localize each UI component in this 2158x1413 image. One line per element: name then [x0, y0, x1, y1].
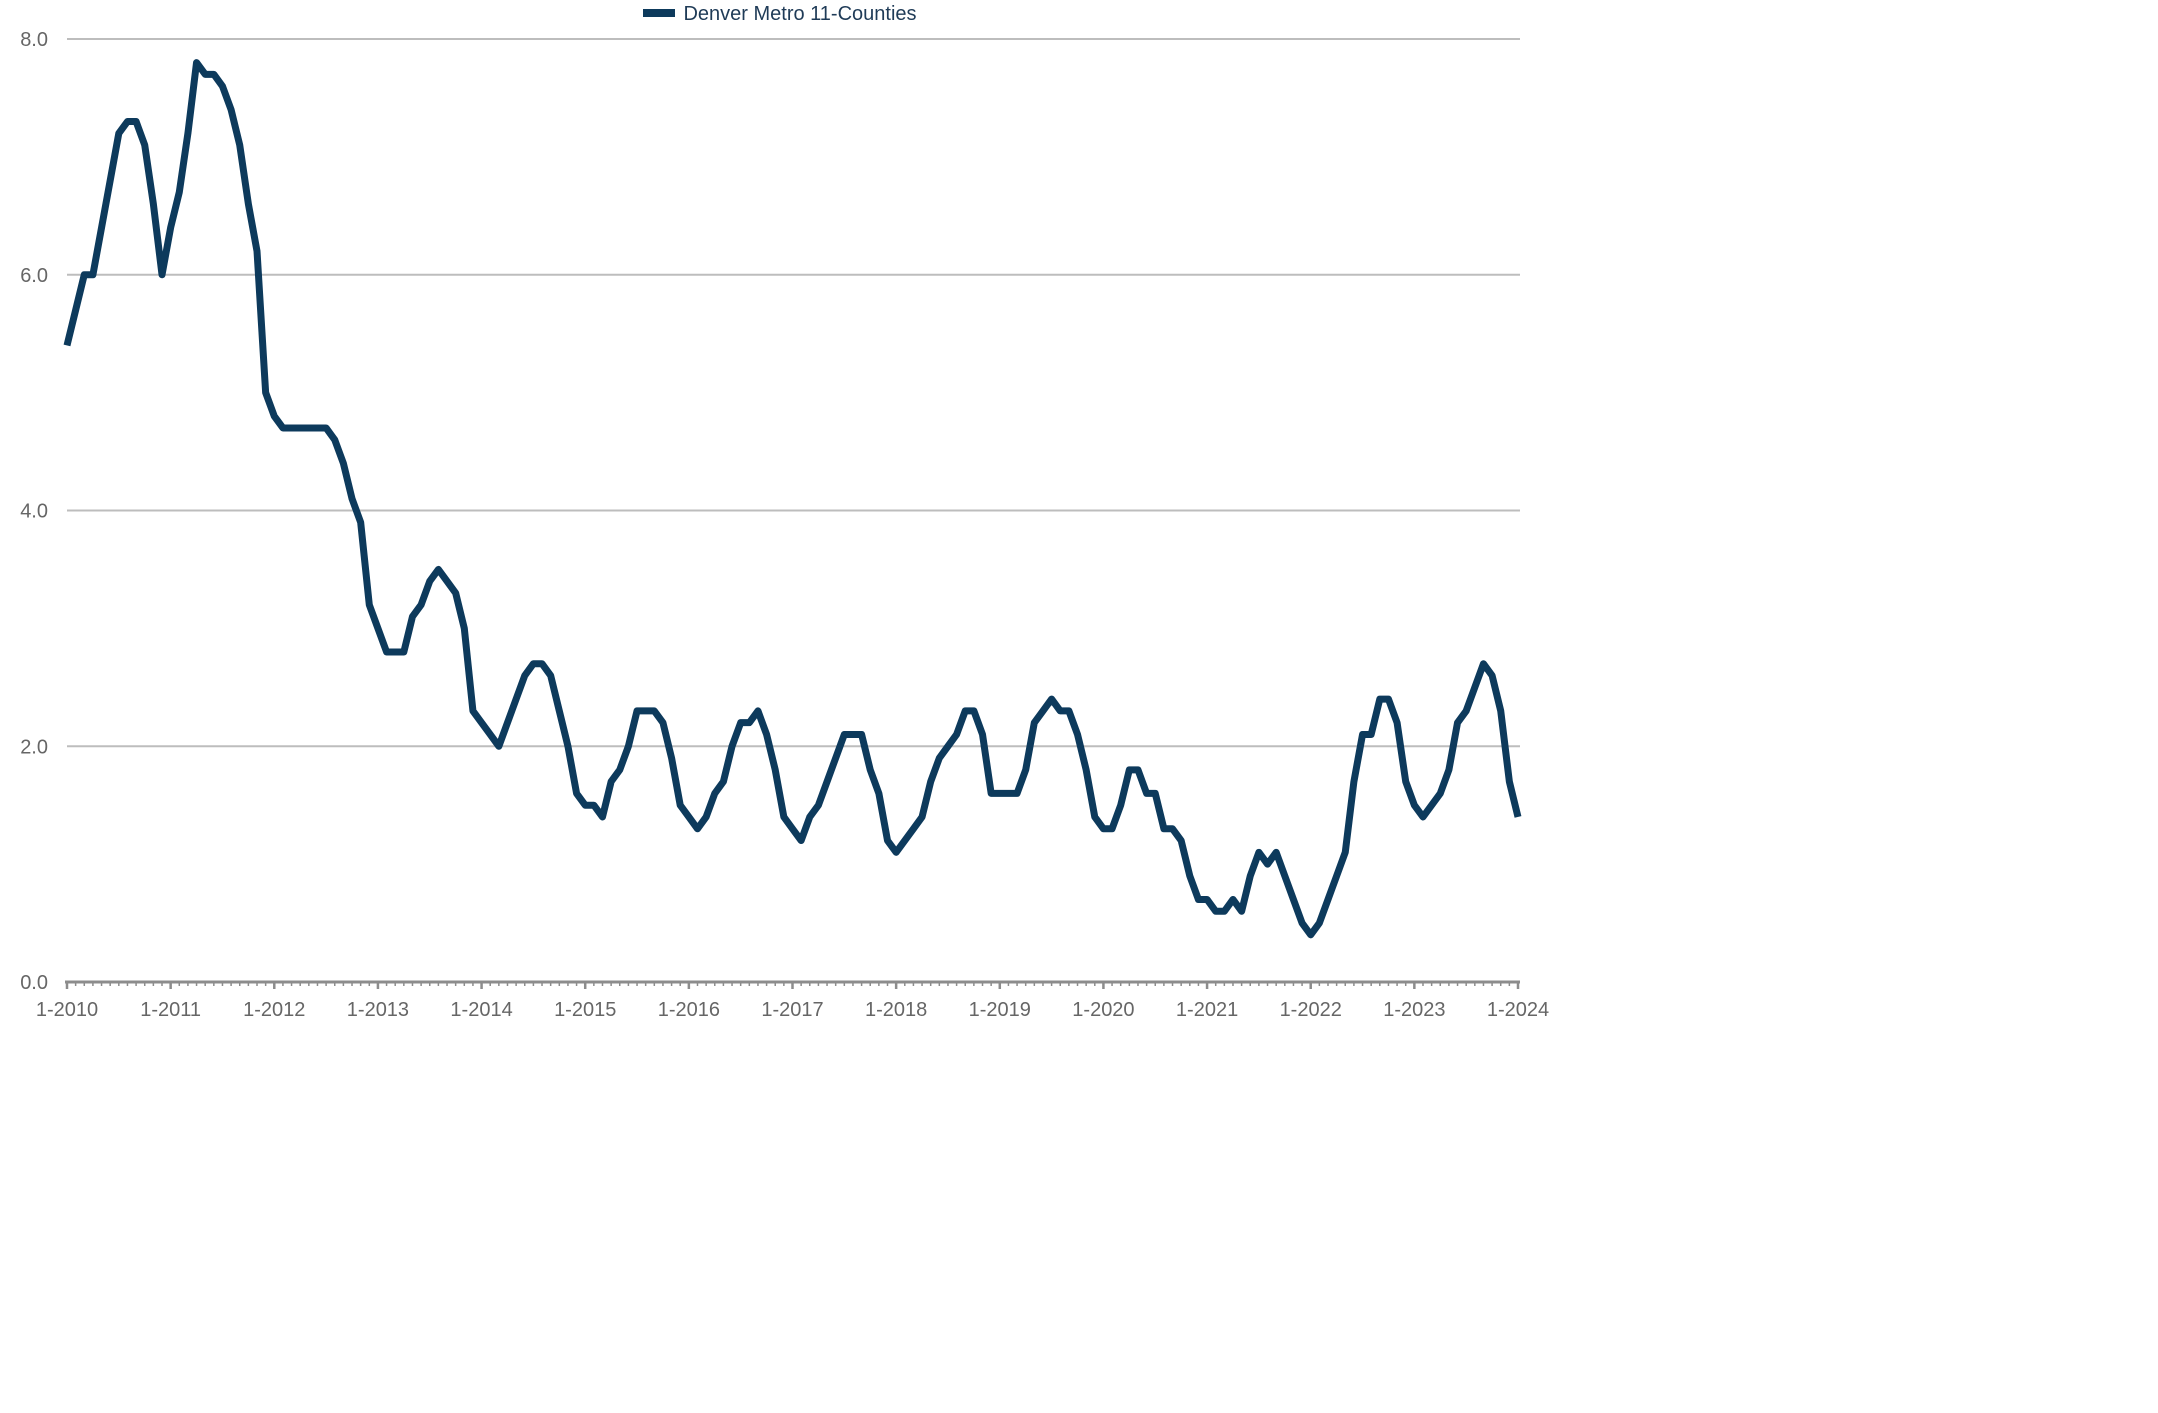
x-tick-label: 1-2022	[1280, 999, 1342, 1021]
x-tick-label: 1-2014	[450, 999, 512, 1021]
x-tick-label: 1-2023	[1383, 999, 1445, 1021]
y-tick-label: 6.0	[20, 265, 48, 287]
x-tick-label: 1-2021	[1176, 999, 1238, 1021]
x-tick-label: 1-2011	[140, 999, 201, 1021]
y-tick-label: 8.0	[20, 29, 48, 51]
x-tick-label: 1-2016	[658, 999, 720, 1021]
gridlines	[67, 38, 1520, 748]
x-tick-label: 1-2024	[1487, 999, 1549, 1021]
x-axis: 1-2010 1-2011 1-2012 1-2013 1-2014 1-2015 1-20…	[36, 980, 1549, 1021]
series-line-0	[63, 59, 1522, 939]
x-tick-label: 1-2013	[347, 999, 409, 1021]
chart-legend: Denver Metro 11-Counties	[0, 3, 1560, 26]
x-tick-label: 1-2017	[761, 999, 823, 1021]
y-tick-label: 4.0	[20, 501, 48, 523]
legend-swatch	[643, 9, 676, 18]
x-tick-label: 1-2019	[969, 999, 1031, 1021]
x-tick-label: 1-2020	[1072, 999, 1134, 1021]
x-tick-label: 1-2018	[865, 999, 927, 1021]
legend-label: Denver Metro 11-Counties	[683, 3, 917, 25]
y-tick-label: 0.0	[20, 972, 48, 994]
series-layer	[63, 59, 1522, 939]
y-axis: 0.0 2.0 4.0 6.0 8.0	[20, 29, 48, 994]
x-tick-label: 1-2012	[243, 999, 305, 1021]
x-tick-label: 1-2010	[36, 999, 98, 1021]
line-chart: 0.0 2.0 4.0 6.0 8.0 1-2010 1-2011 1-2012 1-2013…	[20, 29, 1549, 1021]
y-tick-label: 2.0	[20, 736, 48, 758]
x-tick-label: 1-2015	[554, 999, 616, 1021]
